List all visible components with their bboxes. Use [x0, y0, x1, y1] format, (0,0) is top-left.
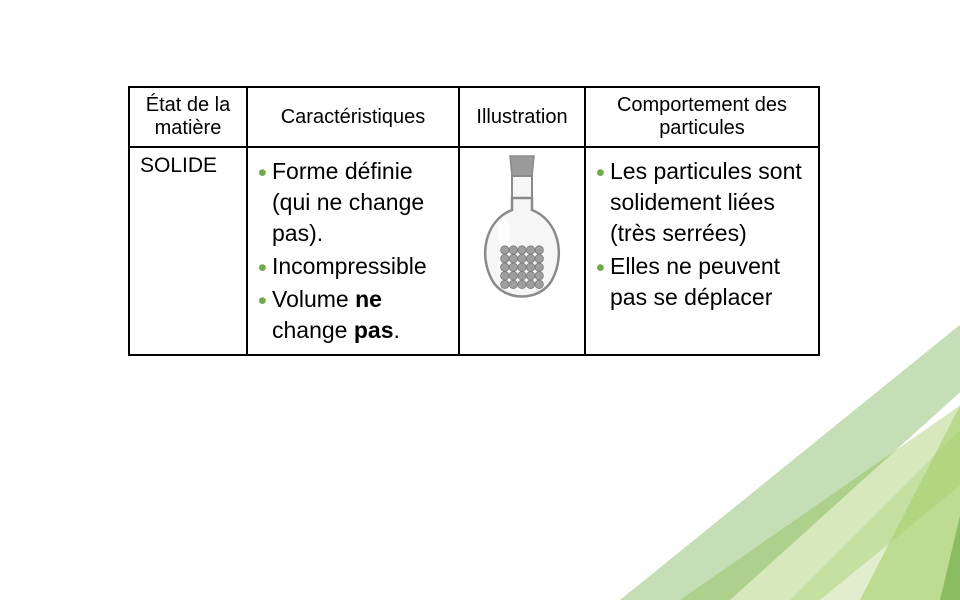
bullet-item: Incompressible [258, 251, 448, 282]
row-state-label: SOLIDE [129, 147, 247, 355]
states-of-matter-table: État de la matière Caractéristiques Illu… [128, 86, 820, 356]
cell-characteristics: Forme définie (qui ne change pas).Incomp… [247, 147, 459, 355]
flask-icon [474, 154, 570, 304]
cell-behavior: Les particules sont solidement liées (tr… [585, 147, 819, 355]
header-illustration: Illustration [459, 87, 585, 147]
header-behavior: Comportement des particules [585, 87, 819, 147]
bullet-item: Volume ne change pas. [258, 284, 448, 346]
header-characteristics: Caractéristiques [247, 87, 459, 147]
table-header-row: État de la matière Caractéristiques Illu… [129, 87, 819, 147]
bullet-item: Elles ne peuvent pas se déplacer [596, 251, 808, 313]
table-row: SOLIDE Forme définie (qui ne change pas)… [129, 147, 819, 355]
bullet-item: Les particules sont solidement liées (tr… [596, 156, 808, 249]
cell-illustration [459, 147, 585, 355]
bullet-item: Forme définie (qui ne change pas). [258, 156, 448, 249]
header-state: État de la matière [129, 87, 247, 147]
